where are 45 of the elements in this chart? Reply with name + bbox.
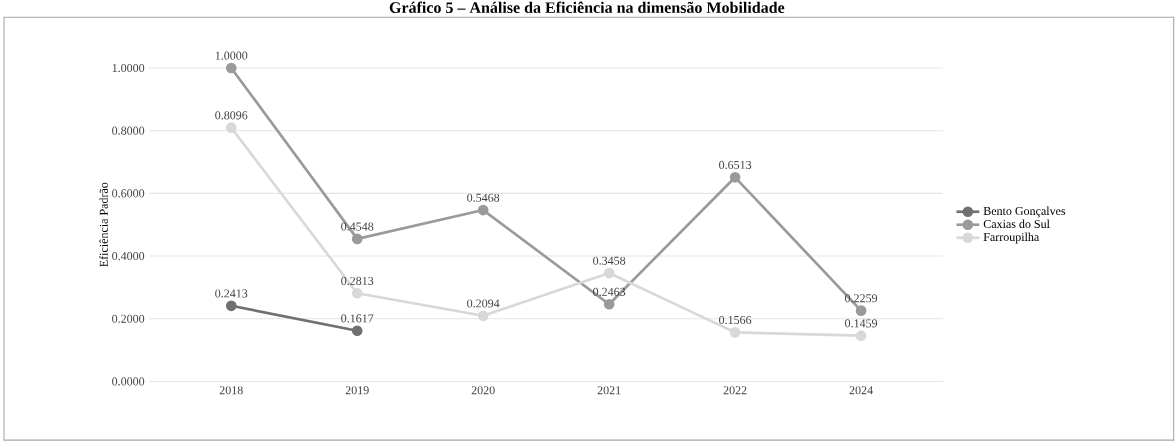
data-label: 0.1617 (341, 314, 374, 323)
point (603, 298, 615, 310)
point (855, 305, 867, 316)
data-label: 0.3458 (593, 256, 626, 265)
legend-label: Caxias do Sul (983, 219, 1050, 228)
point (225, 122, 237, 133)
point (225, 300, 237, 311)
chart-title: Gráfico 5 – Análise da Eficiência na dimensão Mobilidade (389, 1, 785, 13)
x-tick-label: 2024 (849, 385, 873, 395)
data-label: 1.0000 (215, 51, 248, 60)
point (225, 62, 237, 74)
data-label: 0.1459 (845, 319, 878, 328)
x-tick-label: 2019 (345, 385, 369, 395)
point (477, 204, 489, 216)
x-tick-label: 2020 (471, 385, 495, 395)
y-axis-title: Eficiência Padrão (99, 182, 108, 267)
data-label: 0.2259 (845, 293, 878, 303)
data-label: 0.4548 (341, 222, 374, 231)
data-label: 0.5468 (467, 193, 500, 202)
point (351, 325, 363, 336)
point (603, 267, 615, 279)
legend-label: Bento Gonçalves (983, 206, 1066, 218)
data-label: 0.2813 (341, 276, 374, 285)
y-tick-label: 0.8000 (112, 126, 145, 135)
point (477, 310, 489, 321)
point (729, 171, 741, 183)
data-label: 0.1566 (719, 315, 752, 324)
data-label: 0.6513 (719, 160, 752, 169)
point (351, 233, 363, 245)
y-tick-label: 0.4000 (112, 251, 145, 260)
y-tick-label: 0.6000 (112, 189, 145, 198)
point (351, 287, 363, 299)
legend-label: Farroupilha (983, 232, 1040, 244)
point (729, 326, 741, 338)
data-label: 0.2413 (215, 289, 248, 298)
x-tick-label: 2018 (219, 385, 243, 395)
x-tick-label: 2022 (723, 385, 747, 395)
y-tick-label: 0.2000 (112, 314, 145, 323)
x-tick-label: 2021 (597, 385, 621, 395)
data-label: 0.2094 (467, 299, 500, 308)
point (855, 330, 867, 341)
data-label: 0.8096 (215, 111, 248, 120)
y-tick-label: 1.0000 (112, 63, 145, 72)
y-tick-label: 0.0000 (112, 377, 145, 386)
data-label: 0.2463 (593, 287, 626, 296)
